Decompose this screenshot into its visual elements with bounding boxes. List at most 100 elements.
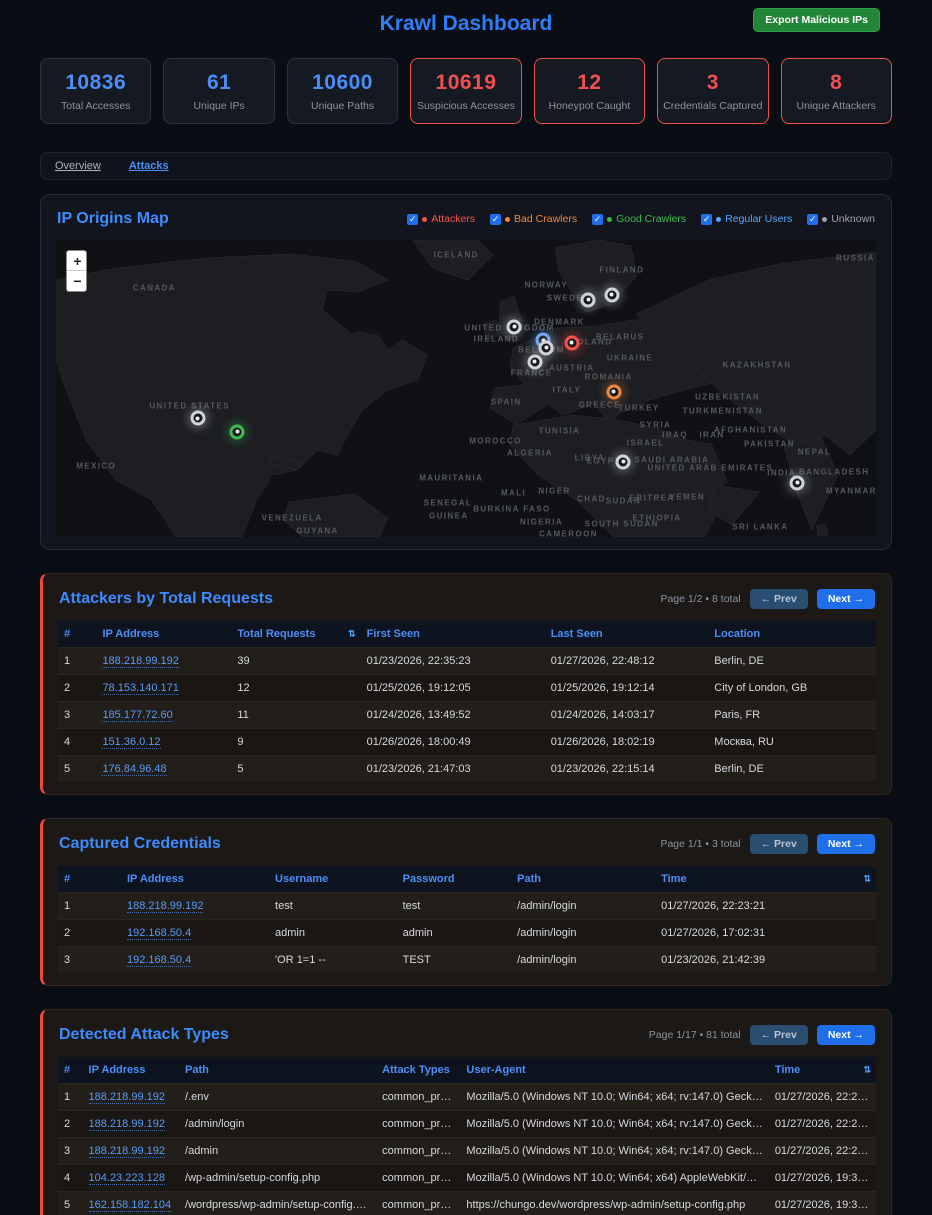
- table-cell: 01/23/2026, 22:35:23: [366, 655, 471, 667]
- ip-cell: 104.23.223.128: [83, 1165, 180, 1192]
- ip-address-link[interactable]: 188.218.99.192: [126, 900, 204, 913]
- ip-address-link[interactable]: 162.158.182.104: [88, 1199, 172, 1212]
- legend-item[interactable]: ✓ Unknown: [807, 213, 875, 225]
- column-header: Attack Types: [382, 1064, 450, 1076]
- attackers-next-button[interactable]: Next →: [816, 589, 875, 609]
- table-header-row: # IP Address Total Requests ⇅ First Seen Last…: [58, 621, 876, 648]
- zoom-in-button[interactable]: +: [67, 251, 86, 271]
- table-cell: 5: [64, 1199, 71, 1211]
- table-cell: /.env: [185, 1091, 209, 1103]
- table-cell: 4: [64, 1172, 71, 1184]
- table-row: 5 162.158.182.104/wordpress/wp-admin/setu…: [58, 1191, 876, 1215]
- tab-attacks[interactable]: Attacks: [128, 160, 169, 172]
- ip-address-link[interactable]: 176.84.96.48: [102, 763, 167, 776]
- map-marker-bad-crawler-icon[interactable]: [606, 384, 622, 400]
- ip-address-link[interactable]: 188.218.99.192: [88, 1091, 165, 1104]
- table-row: 2 78.153.140.171 12 01/25/2026, 19:12:05 01/…: [58, 674, 876, 702]
- ip-address-link[interactable]: 188.218.99.192: [88, 1118, 165, 1131]
- column-header: IP Address: [102, 628, 160, 640]
- legend-item[interactable]: ✓ Good Crawlers: [592, 213, 686, 225]
- legend-item[interactable]: ✓ Bad Crawlers: [490, 213, 577, 225]
- ip-address-link[interactable]: 192.168.50.4: [126, 954, 192, 967]
- ip-address-link[interactable]: 192.168.50.4: [126, 927, 192, 940]
- attack-types-prev-button[interactable]: ← Prev: [749, 1025, 808, 1045]
- ip-address-link[interactable]: 188.218.99.192: [88, 1145, 165, 1158]
- checkbox-checked-icon[interactable]: ✓: [701, 213, 713, 225]
- stat-card: 3 Credentials Captured: [657, 58, 769, 124]
- map-marker-unknown-icon[interactable]: [604, 287, 620, 303]
- map-marker-unknown-icon[interactable]: [190, 410, 206, 426]
- map-marker-good-crawler-icon[interactable]: [229, 424, 245, 440]
- ip-address-link[interactable]: 151.36.0.12: [102, 736, 161, 749]
- ip-address-link[interactable]: 188.218.99.192: [102, 655, 179, 668]
- map-marker-unknown-icon[interactable]: [580, 292, 596, 308]
- table-cell: 2: [64, 682, 71, 694]
- legend-dot-icon: [505, 216, 511, 222]
- legend-item[interactable]: ✓ Regular Users: [701, 213, 792, 225]
- ip-cell: 192.168.50.4: [121, 920, 269, 947]
- table-cell: common_probes: [382, 1091, 461, 1103]
- ip-address-link[interactable]: 104.23.223.128: [88, 1172, 165, 1185]
- attackers-prev-button[interactable]: ← Prev: [749, 589, 808, 609]
- sort-icon[interactable]: ⇅: [863, 873, 871, 884]
- map-marker-unknown-icon[interactable]: [615, 454, 631, 470]
- credentials-table: # IP Address Username Password Path Time ⇅ 1 188…: [58, 866, 876, 973]
- table-cell: 01/27/2026, 22:23:21: [661, 900, 766, 912]
- table-cell: /wordpress/wp-admin/setup-config.php: [185, 1199, 374, 1211]
- map-marker-unknown-icon[interactable]: [789, 475, 805, 491]
- column-header: IP Address: [88, 1064, 146, 1076]
- checkbox-checked-icon[interactable]: ✓: [592, 213, 604, 225]
- column-header[interactable]: Time ⇅: [774, 1064, 871, 1076]
- attack-types-card: Detected Attack Types Page 1/17 • 81 tot…: [40, 1009, 892, 1215]
- table-cell: /admin/login: [517, 927, 577, 939]
- table-cell: /admin: [185, 1145, 219, 1157]
- ip-cell: 188.218.99.192: [96, 648, 231, 675]
- table-cell: Mozilla/5.0 (Windows NT 10.0; Win64; x64…: [466, 1091, 769, 1103]
- credentials-prev-button[interactable]: ← Prev: [749, 834, 808, 854]
- map-zoom-control: + −: [66, 250, 87, 292]
- ip-address-link[interactable]: 78.153.140.171: [102, 682, 179, 695]
- stats-row: 10836 Total Accesses 61 Unique IPs 10600 Uniq…: [40, 58, 892, 124]
- checkbox-checked-icon[interactable]: ✓: [807, 213, 819, 225]
- table-cell: https://chungo.dev/wordpress/wp-admin/se…: [466, 1199, 746, 1211]
- attack-types-next-button[interactable]: Next →: [816, 1025, 875, 1045]
- table-header-row: # IP Address Username Password Path Time ⇅: [58, 866, 876, 893]
- map-marker-attacker-icon[interactable]: [564, 335, 580, 351]
- ip-address-link[interactable]: 185.177.72.60: [102, 709, 173, 722]
- stat-label: Honeypot Caught: [548, 99, 631, 112]
- map-canvas[interactable]: + − ICELAND CANADA NORWAY SWEDEN FINLAND RUSS…: [56, 240, 876, 537]
- checkbox-checked-icon[interactable]: ✓: [407, 213, 419, 225]
- map-marker-unknown-icon[interactable]: [506, 319, 522, 335]
- stat-card: 10600 Unique Paths: [286, 58, 399, 124]
- map-marker-unknown-icon[interactable]: [527, 354, 543, 370]
- credentials-next-button[interactable]: Next →: [816, 834, 875, 854]
- stat-card: 10836 Total Accesses: [40, 58, 152, 124]
- table-cell: test: [402, 900, 421, 912]
- table-row: 2 192.168.50.4 admin admin/admin/login 01/27…: [58, 919, 876, 947]
- sort-icon[interactable]: ⇅: [348, 628, 356, 639]
- export-malicious-ips-button[interactable]: Export Malicious IPs: [753, 8, 880, 32]
- map-marker-unknown-icon[interactable]: [538, 340, 554, 355]
- stat-value: 10600: [312, 70, 373, 94]
- table-cell: 01/25/2026, 19:12:14: [550, 682, 655, 694]
- checkbox-checked-icon[interactable]: ✓: [490, 213, 502, 225]
- map-title: IP Origins Map: [57, 210, 169, 227]
- stat-card: 12 Honeypot Caught: [533, 58, 646, 124]
- tab-overview[interactable]: Overview: [55, 160, 101, 172]
- table-row: 1 188.218.99.192 39 01/23/2026, 22:35:23 01/…: [58, 647, 876, 675]
- legend-item[interactable]: ✓ Attackers: [407, 213, 475, 225]
- credentials-page-info: Page 1/1 • 3 total: [660, 838, 741, 850]
- zoom-out-button[interactable]: −: [67, 271, 86, 291]
- attackers-table: # IP Address Total Requests ⇅ First Seen Last…: [58, 621, 876, 782]
- table-cell: common_probes: [382, 1118, 461, 1130]
- column-header[interactable]: Total Requests ⇅: [237, 628, 356, 640]
- table-cell: admin: [275, 927, 305, 939]
- table-cell: Berlin, DE: [714, 763, 764, 775]
- sort-icon[interactable]: ⇅: [863, 1064, 871, 1075]
- ip-cell: 188.218.99.192: [83, 1111, 180, 1138]
- table-cell: 01/27/2026, 19:35:33: [774, 1199, 876, 1211]
- attackers-pagination: Page 1/2 • 8 total ← Prev Next →: [660, 589, 875, 609]
- table-cell: Mozilla/5.0 (Windows NT 10.0; Win64; x64…: [466, 1172, 769, 1184]
- column-header[interactable]: Time ⇅: [661, 873, 871, 885]
